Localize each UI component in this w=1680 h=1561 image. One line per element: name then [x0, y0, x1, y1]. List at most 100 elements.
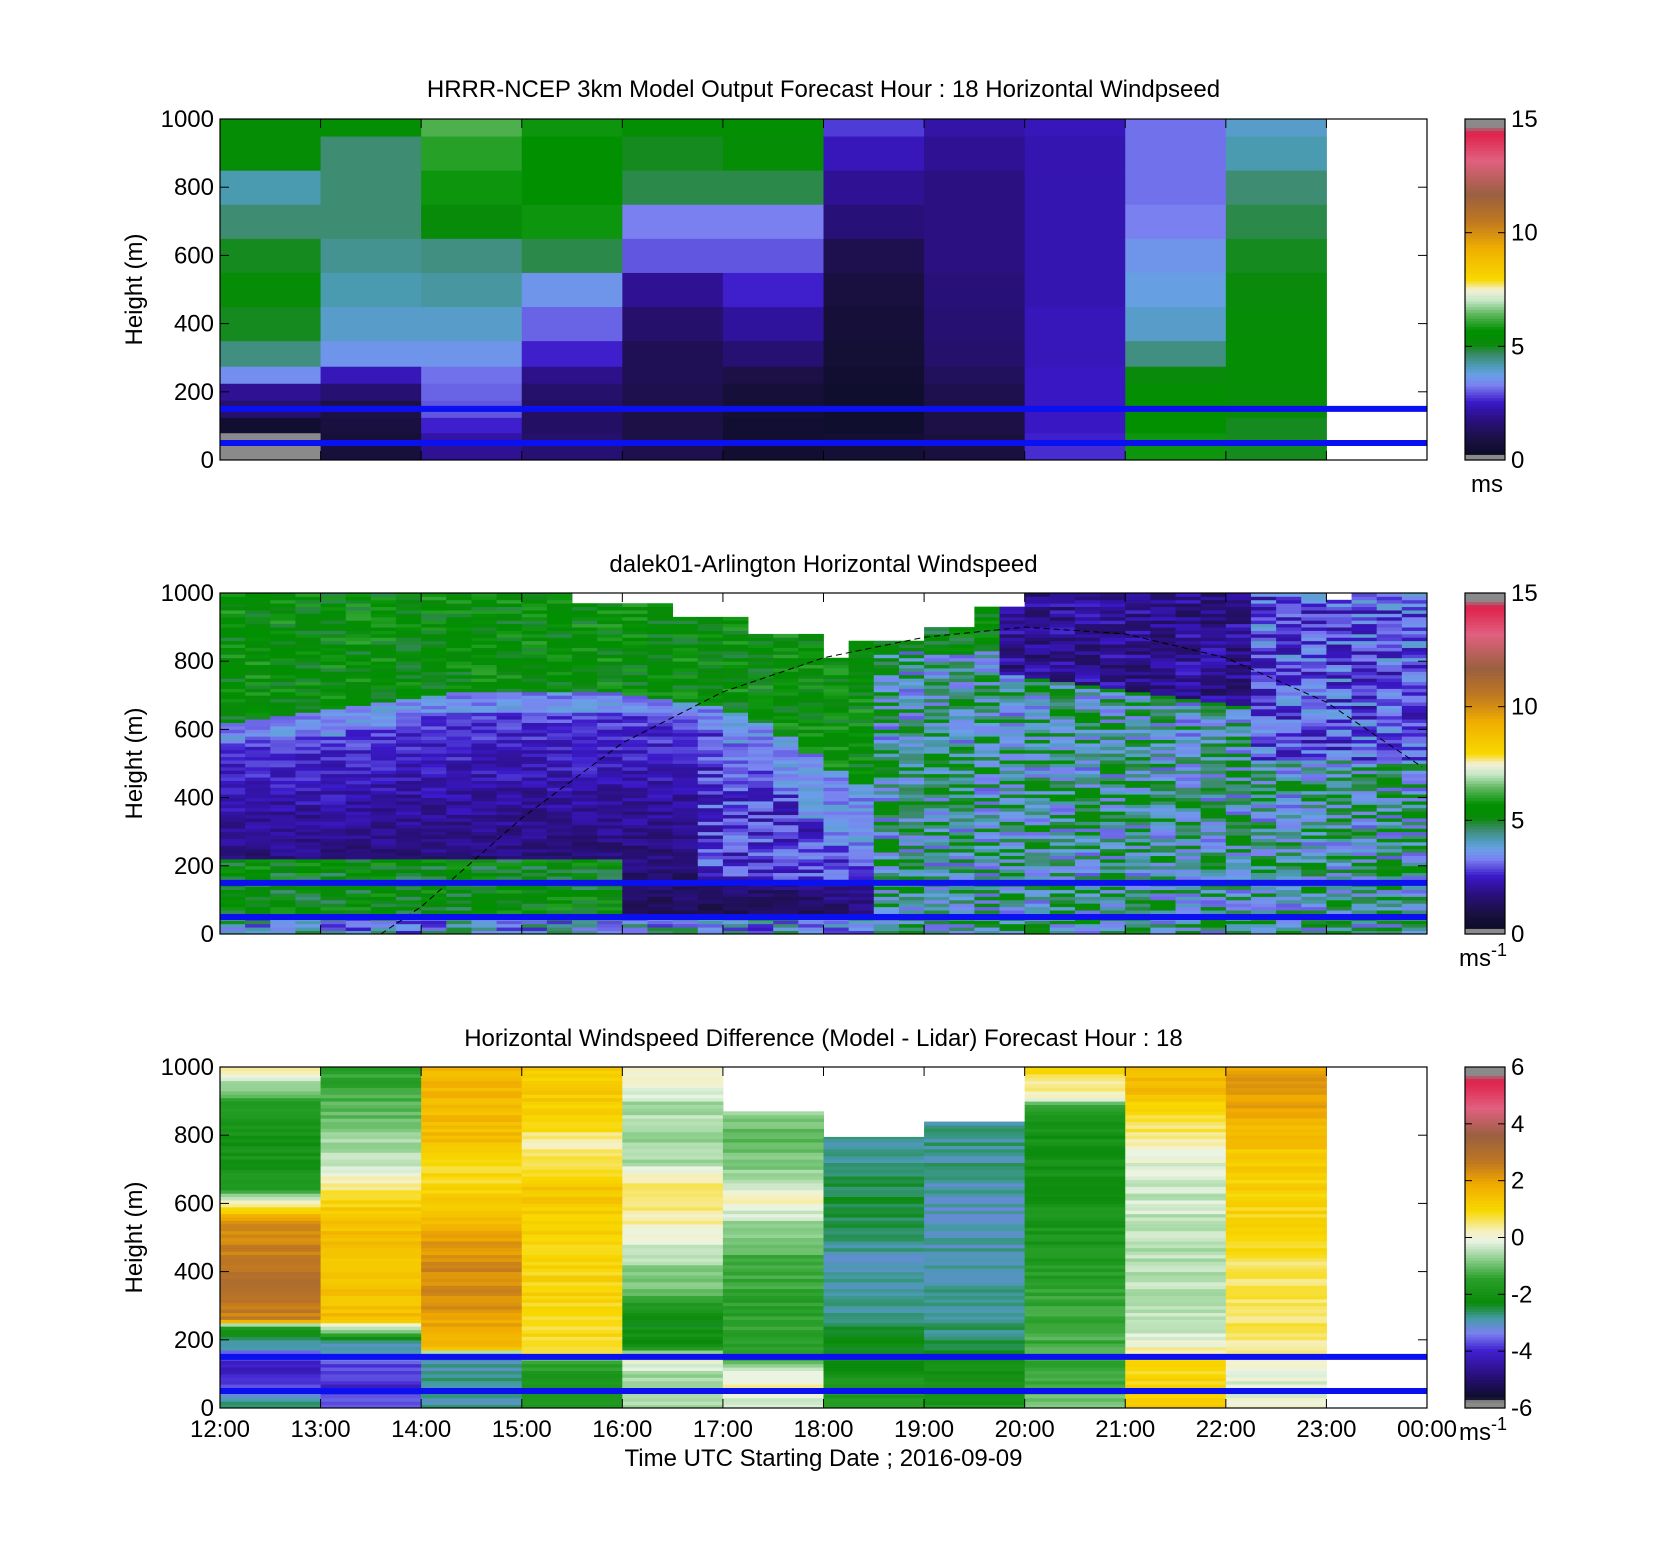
heatmap-cell: [1401, 872, 1428, 877]
heatmap-cell: [1326, 801, 1352, 805]
heatmap-cell: [572, 794, 598, 798]
heatmap-cell: [1150, 824, 1176, 829]
heatmap-cell: [1100, 824, 1126, 829]
heatmap-cell: [496, 930, 523, 935]
heatmap-cell: [924, 719, 950, 723]
heatmap-cell: [471, 906, 498, 911]
heatmap-cell: [1351, 593, 1378, 597]
heatmap-cell: [1401, 831, 1428, 836]
heatmap-cell: [722, 804, 749, 809]
heatmap-cell: [220, 858, 246, 863]
heatmap-cell: [1100, 910, 1126, 914]
heatmap-cell: [873, 708, 900, 713]
heatmap-cell: [949, 739, 975, 744]
heatmap-cell: [1024, 824, 1051, 829]
heatmap-cell: [521, 671, 548, 676]
heatmap-cell: [898, 698, 925, 703]
heatmap-cell: [974, 811, 1000, 816]
heatmap-cell: [345, 841, 372, 846]
heatmap-cell: [1301, 647, 1327, 652]
heatmap-cell: [1401, 804, 1428, 809]
heatmap-cell: [1024, 417, 1126, 434]
heatmap-cell: [1276, 633, 1302, 638]
heatmap-cell: [546, 855, 573, 860]
heatmap-cell: [697, 623, 724, 628]
heatmap-cell: [546, 927, 573, 931]
heatmap-cell: [1276, 841, 1302, 846]
heatmap-cell: [1200, 640, 1227, 645]
heatmap-cell: [245, 627, 271, 631]
heatmap-cell: [1376, 869, 1403, 874]
heatmap-cell: [396, 637, 422, 642]
heatmap-cell: [848, 835, 875, 839]
heatmap-cell: [220, 444, 322, 461]
heatmap-cell: [898, 729, 925, 734]
heatmap-cell: [421, 674, 447, 679]
heatmap-cell: [270, 603, 296, 608]
heatmap-cell: [471, 725, 498, 730]
heatmap-cell: [245, 783, 271, 788]
heatmap-cell: [496, 650, 523, 655]
heatmap-cell: [396, 719, 422, 723]
heatmap-cell: [421, 715, 447, 720]
heatmap-cell: [622, 841, 648, 846]
heatmap-cell: [320, 818, 347, 822]
heatmap-cell: [823, 923, 850, 928]
heatmap-cell: [220, 818, 246, 822]
heatmap-cell: [421, 657, 447, 662]
heatmap-cell: [1150, 698, 1176, 703]
heatmap-cell: [898, 695, 925, 700]
heatmap-cell: [697, 616, 724, 621]
heatmap-cell: [1074, 637, 1101, 642]
heatmap-cell: [1150, 732, 1176, 737]
heatmap-cell: [1100, 804, 1126, 809]
heatmap-cell: [748, 893, 774, 897]
heatmap-cell: [1376, 688, 1403, 693]
heatmap-cell: [1376, 787, 1403, 792]
heatmap-cell: [220, 702, 246, 706]
heatmap-cell: [647, 811, 674, 816]
heatmap-cell: [1225, 671, 1252, 676]
heatmap-cell: [697, 719, 724, 723]
heatmap-cell: [974, 715, 1000, 720]
heatmap-cell: [697, 756, 724, 761]
heatmap-cell: [1250, 603, 1277, 608]
heatmap-cell: [572, 869, 598, 874]
heatmap-cell: [345, 855, 372, 860]
heatmap-cell: [370, 685, 397, 689]
heatmap-cell: [622, 903, 648, 908]
heatmap-cell: [1200, 712, 1227, 717]
heatmap-cell: [597, 637, 623, 642]
heatmap-cell: [1100, 715, 1126, 720]
colorbar-swatch: [1465, 440, 1505, 444]
heatmap-cell: [798, 725, 824, 730]
heatmap-cell: [722, 712, 749, 717]
heatmap-cell: [496, 688, 523, 693]
heatmap-cell: [370, 736, 397, 741]
heatmap-cell: [421, 910, 447, 914]
heatmap-cell: [597, 722, 623, 727]
heatmap-cell: [1100, 603, 1126, 608]
heatmap-cell: [345, 903, 372, 908]
heatmap-cell: [546, 831, 573, 836]
colorbar-swatch: [1465, 309, 1505, 313]
heatmap-cell: [1024, 807, 1051, 812]
heatmap-cell: [270, 766, 296, 771]
heatmap-cell: [496, 845, 523, 850]
heatmap-cell: [572, 668, 598, 672]
heatmap-cell: [672, 729, 699, 734]
heatmap-cell: [1150, 858, 1176, 863]
colorbar-swatch: [1465, 300, 1505, 305]
heatmap-cell: [1250, 722, 1277, 727]
heatmap-cell: [396, 650, 422, 655]
colorbar-swatch: [1465, 417, 1505, 421]
heatmap-cell: [270, 732, 296, 737]
heatmap-cell: [1351, 650, 1378, 655]
heatmap-cell: [295, 743, 321, 747]
heatmap-cell: [622, 712, 648, 717]
colorbar-swatch: [1465, 241, 1505, 245]
heatmap-cell: [396, 725, 422, 730]
heatmap-cell: [471, 610, 498, 614]
colorbar-swatch: [1465, 229, 1505, 234]
heatmap-cell: [1200, 719, 1227, 723]
